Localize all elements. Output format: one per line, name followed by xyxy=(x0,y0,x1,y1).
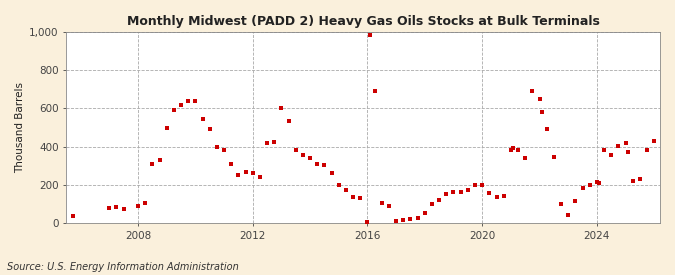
Point xyxy=(541,127,552,132)
Point xyxy=(262,141,273,145)
Point xyxy=(477,183,487,187)
Point xyxy=(284,119,294,123)
Point xyxy=(304,156,315,160)
Point xyxy=(434,198,445,202)
Point xyxy=(470,183,481,187)
Point xyxy=(132,204,143,208)
Point xyxy=(627,179,638,183)
Point xyxy=(341,188,352,192)
Point xyxy=(585,183,595,187)
Point xyxy=(462,188,473,192)
Point xyxy=(176,102,186,107)
Point xyxy=(290,148,301,153)
Point xyxy=(140,201,151,205)
Point xyxy=(169,108,180,112)
Title: Monthly Midwest (PADD 2) Heavy Gas Oils Stocks at Bulk Terminals: Monthly Midwest (PADD 2) Heavy Gas Oils … xyxy=(127,15,599,28)
Point xyxy=(613,144,624,148)
Point xyxy=(377,201,387,205)
Point xyxy=(577,186,588,190)
Point xyxy=(183,98,194,103)
Point xyxy=(326,171,337,176)
Point xyxy=(405,217,416,221)
Point xyxy=(333,183,344,187)
Point xyxy=(147,162,158,166)
Y-axis label: Thousand Barrels: Thousand Barrels xyxy=(15,82,25,173)
Point xyxy=(419,210,430,215)
Point xyxy=(556,202,566,206)
Point xyxy=(104,206,115,210)
Point xyxy=(534,97,545,101)
Point xyxy=(68,214,79,219)
Point xyxy=(247,171,258,176)
Point xyxy=(118,207,129,211)
Point xyxy=(362,220,373,224)
Point xyxy=(508,145,518,150)
Point xyxy=(348,195,358,199)
Point xyxy=(549,155,560,159)
Point xyxy=(412,216,423,221)
Point xyxy=(506,148,516,153)
Point xyxy=(364,33,375,37)
Point xyxy=(312,162,323,166)
Point xyxy=(520,156,531,160)
Point xyxy=(211,144,222,149)
Point xyxy=(233,173,244,178)
Point xyxy=(642,148,653,153)
Point xyxy=(355,196,366,200)
Text: Source: U.S. Energy Information Administration: Source: U.S. Energy Information Administ… xyxy=(7,262,238,272)
Point xyxy=(190,98,200,103)
Point xyxy=(369,89,380,94)
Point xyxy=(537,110,547,114)
Point xyxy=(154,158,165,162)
Point xyxy=(570,199,580,203)
Point xyxy=(622,150,633,155)
Point xyxy=(491,195,502,199)
Point xyxy=(563,213,574,218)
Point xyxy=(197,117,208,121)
Point xyxy=(111,205,122,209)
Point xyxy=(254,175,265,179)
Point xyxy=(298,153,308,158)
Point xyxy=(498,194,509,199)
Point xyxy=(455,189,466,194)
Point xyxy=(484,191,495,196)
Point xyxy=(527,89,538,94)
Point xyxy=(391,219,402,223)
Point xyxy=(240,170,251,175)
Point xyxy=(383,204,394,208)
Point xyxy=(594,181,605,185)
Point xyxy=(591,180,602,184)
Point xyxy=(205,127,215,132)
Point xyxy=(219,147,230,152)
Point xyxy=(599,148,610,153)
Point xyxy=(620,141,631,145)
Point xyxy=(226,162,237,166)
Point xyxy=(512,148,523,153)
Point xyxy=(427,202,437,206)
Point xyxy=(448,189,459,194)
Point xyxy=(276,106,287,111)
Point xyxy=(649,139,659,143)
Point xyxy=(269,140,279,144)
Point xyxy=(634,177,645,181)
Point xyxy=(398,218,408,222)
Point xyxy=(319,163,330,167)
Point xyxy=(441,192,452,197)
Point xyxy=(606,153,617,158)
Point xyxy=(161,125,172,130)
